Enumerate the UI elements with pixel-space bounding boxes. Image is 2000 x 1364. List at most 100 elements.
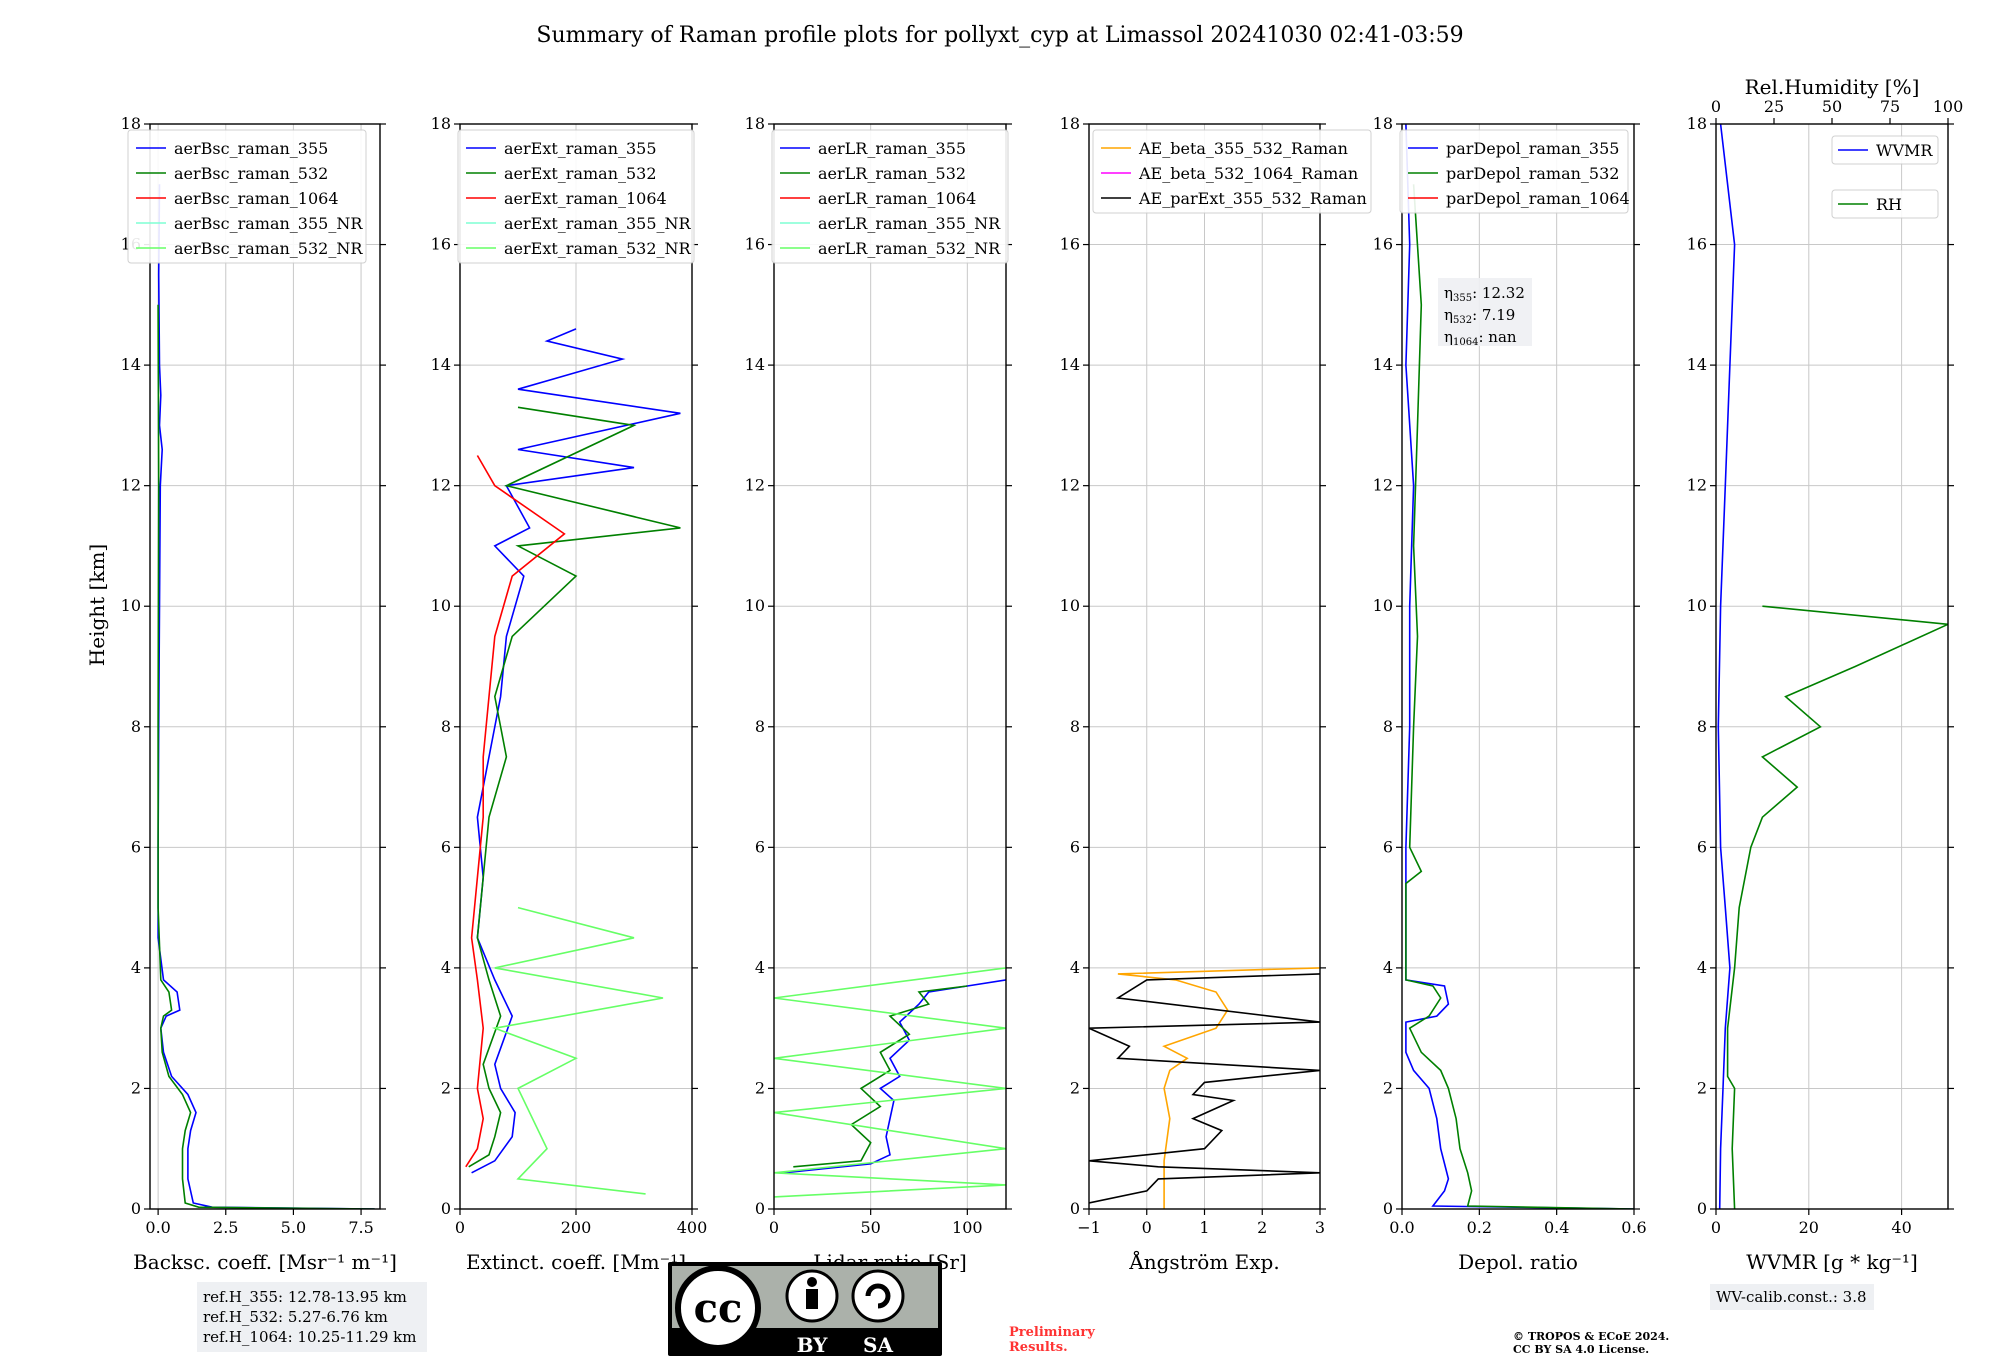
preliminary-line-2: Results.	[1009, 1340, 1068, 1355]
y-tick-label: 6	[1383, 837, 1393, 856]
y-tick-label: 14	[1687, 355, 1707, 374]
y-tick-label: 8	[1383, 717, 1393, 736]
y-tick-label: 4	[1697, 958, 1707, 977]
y-tick-label: 6	[755, 837, 765, 856]
series-group	[465, 328, 681, 1195]
y-tick-label: 0	[1697, 1199, 1707, 1218]
series-parDepol_raman_355	[1405, 124, 1634, 1209]
y-tick-label: 0	[441, 1199, 451, 1218]
x-axis-label: Backsc. coeff. [Msr⁻¹ m⁻¹]	[133, 1250, 397, 1274]
y-tick-label: 6	[441, 837, 451, 856]
series-AE_parExt_355_532_Raman	[1089, 973, 1320, 1204]
y-tick-label: 14	[121, 355, 141, 374]
y-tick-label: 2	[1070, 1078, 1080, 1097]
series-AE_beta_355_532_Raman	[1117, 967, 1320, 1209]
cc-circle-icon	[675, 1265, 761, 1351]
y-tick-label: 2	[441, 1078, 451, 1097]
legend-box	[1831, 189, 1939, 219]
series-aerExt_raman_532_NR	[491, 906, 664, 1195]
legend-label: AE_beta_355_532_Raman	[1138, 139, 1348, 158]
y-tick-label: 2	[131, 1078, 141, 1097]
y-tick-label: 4	[1070, 958, 1080, 977]
y-tick-label: 0	[1070, 1199, 1080, 1218]
eta-1064-value: nan	[1488, 328, 1517, 346]
by-person-head-icon	[807, 1277, 817, 1287]
x-tick-label: 0	[1142, 1218, 1152, 1237]
x-tick-label: −1	[1077, 1218, 1101, 1237]
legend-label: AE_beta_532_1064_Raman	[1138, 164, 1358, 183]
y-tick-label: 10	[1060, 596, 1080, 615]
series-aerBsc_raman_532	[157, 304, 375, 1209]
y-tick-label: 4	[131, 958, 141, 977]
series-group	[1717, 124, 1948, 1209]
legend-label: RH	[1876, 195, 1902, 214]
x-tick-label: 0.6	[1621, 1218, 1646, 1237]
figure-title: Summary of Raman profile plots for polly…	[536, 23, 1463, 48]
series-RH	[1726, 605, 1948, 1209]
legend-label: AE_parExt_355_532_Raman	[1138, 189, 1367, 208]
legend-box	[771, 129, 1009, 264]
legend-label: aerBsc_raman_532_NR	[174, 239, 363, 258]
sa-label: SA	[863, 1333, 893, 1357]
reference-height-box: ref.H_355: 12.78-13.95 km ref.H_532: 5.2…	[197, 1282, 427, 1352]
y-tick-label: 16	[431, 235, 451, 254]
sa-circle-icon	[851, 1269, 905, 1323]
eta-annotation: η355: 12.32 η532: 7.19 η1064: nan	[1438, 278, 1532, 348]
panel-wv: 0 20 40 0 2 4 6 8 10 12 14 16 18 WVMR [g * kg⁻¹] 0 25 50…	[1687, 75, 1964, 1274]
top-tick-label: 100	[1933, 97, 1964, 116]
y-tick-label: 0	[131, 1199, 141, 1218]
legend-label: aerLR_raman_532	[818, 164, 966, 183]
y-tick-label: 8	[441, 717, 451, 736]
legend-label: aerLR_raman_355	[818, 139, 966, 158]
y-tick-label: 14	[1060, 355, 1080, 374]
x-tick-label: 5.0	[281, 1218, 306, 1237]
y-tick-label: 12	[1373, 476, 1393, 495]
y-tick-label: 16	[1060, 235, 1080, 254]
x-tick-label: 200	[561, 1218, 592, 1237]
x-tick-label: 1	[1199, 1218, 1209, 1237]
y-tick-label: 10	[121, 596, 141, 615]
legend-label: aerExt_raman_532	[504, 164, 657, 183]
x-tick-label: 0.0	[1389, 1218, 1414, 1237]
series-group	[157, 184, 375, 1209]
legend-label: aerBsc_raman_1064	[174, 189, 339, 208]
y-tick-label: 8	[131, 717, 141, 736]
legend-label: aerLR_raman_355_NR	[818, 214, 1001, 233]
copyright-line-2: CC BY SA 4.0 License.	[1513, 1343, 1649, 1356]
x-tick-label: 400	[677, 1218, 708, 1237]
y-tick-label: 0	[1383, 1199, 1393, 1218]
x-tick-label: 0	[455, 1218, 465, 1237]
legend-label: parDepol_raman_1064	[1446, 189, 1630, 208]
legend-label: parDepol_raman_532	[1446, 164, 1619, 183]
legend-label: aerBsc_raman_355	[174, 139, 328, 158]
legend-label: aerBsc_raman_532	[174, 164, 328, 183]
series-group	[1405, 124, 1634, 1209]
wv-calib-box: WV-calib.const.: 3.8	[1710, 1284, 1874, 1310]
series-parDepol_raman_532	[1405, 184, 1634, 1209]
x-tick-label: 2	[1257, 1218, 1267, 1237]
y-tick-label: 10	[745, 596, 765, 615]
panels: 0.02.55.07.5024681012141618Backsc. coeff…	[121, 75, 1964, 1274]
top-tick-label: 50	[1822, 97, 1842, 116]
y-tick-label: 18	[431, 114, 451, 133]
y-tick-label: 12	[121, 476, 141, 495]
y-tick-label: 18	[745, 114, 765, 133]
series-group	[1089, 967, 1320, 1209]
legend-label: aerExt_raman_1064	[504, 189, 667, 208]
y-tick-label: 8	[1070, 717, 1080, 736]
top-tick-label: 25	[1764, 97, 1784, 116]
y-tick-label: 16	[1373, 235, 1393, 254]
series-aerLR_raman_532	[793, 985, 968, 1168]
y-tick-label: 6	[1697, 837, 1707, 856]
plot-frame	[459, 123, 693, 1210]
y-tick-label: 6	[131, 837, 141, 856]
sa-arrow-icon	[865, 1283, 891, 1309]
ref-h-1064: ref.H_1064: 10.25-11.29 km	[203, 1328, 416, 1346]
y-tick-label: 16	[745, 235, 765, 254]
cc-text: cc	[694, 1285, 743, 1332]
x-axis-label: Extinct. coeff. [Mm⁻¹]	[466, 1250, 686, 1274]
legend-box	[1092, 129, 1372, 214]
legend-label: aerExt_raman_355_NR	[504, 214, 692, 233]
ref-box-background	[197, 1282, 427, 1352]
panel-depol: 0.0 0.2 0.4 0.6 0 2 4 6 8 10 12 14 16 18 Depol. ratio p…	[1373, 114, 1647, 1274]
